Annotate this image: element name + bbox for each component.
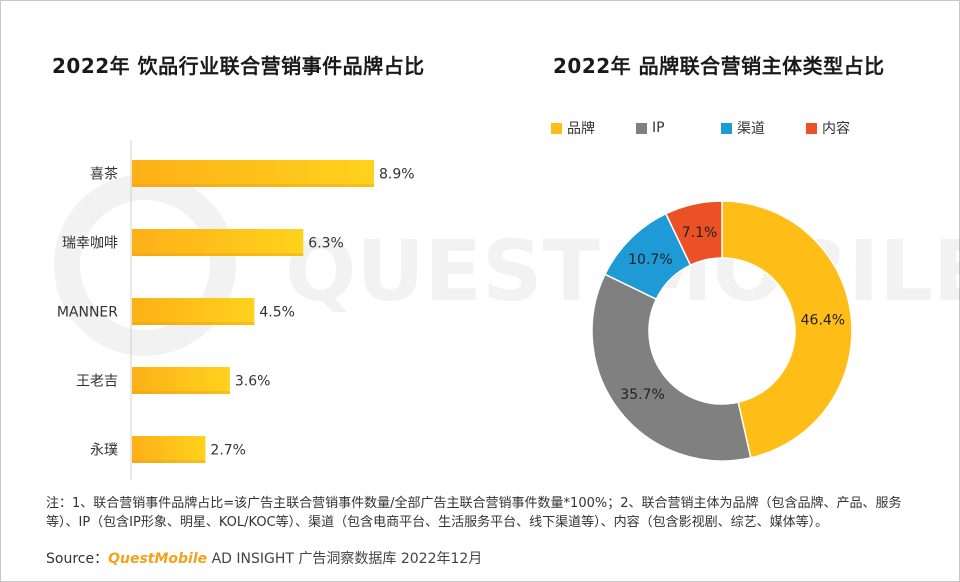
bar-shadow bbox=[132, 322, 255, 325]
legend-item-brand: 品牌 bbox=[551, 118, 636, 138]
bar-value-label: 4.5% bbox=[259, 305, 295, 321]
legend-swatch bbox=[551, 122, 562, 134]
legend-label: 渠道 bbox=[737, 121, 765, 137]
donut-value-label: 10.7% bbox=[628, 252, 672, 268]
donut-slice-4 bbox=[664, 200, 723, 267]
source-prefix: Source： bbox=[46, 551, 109, 567]
donut-value-label: 35.7% bbox=[620, 387, 664, 403]
donut-slice-1 bbox=[721, 200, 853, 459]
legend-swatch bbox=[806, 122, 817, 134]
footnote: 注：1、联合营销事件品牌占比=该广告主联合营销事件数量/全部广告主联合营销事件数… bbox=[46, 496, 902, 530]
source-line: Source：QuestMobile AD INSIGHT 广告洞察数据库 20… bbox=[46, 548, 482, 568]
donut-value-label: 7.1% bbox=[682, 225, 718, 241]
bar-2 bbox=[132, 229, 304, 256]
bar-chart-title: 2022年 饮品行业联合营销事件品牌占比 bbox=[52, 54, 425, 78]
donut-slice-2 bbox=[591, 273, 752, 462]
bar-category-label: 瑞幸咖啡 bbox=[62, 236, 118, 252]
bar-value-label: 6.3% bbox=[308, 236, 344, 252]
bar-shadow bbox=[132, 253, 304, 256]
legend-label: IP bbox=[652, 120, 665, 136]
bar-3 bbox=[132, 298, 255, 325]
legend-item-ip: IP bbox=[636, 118, 721, 138]
legend-item-content: 内容 bbox=[806, 118, 891, 138]
source-brand: QuestMobile bbox=[108, 551, 208, 567]
legend-label: 内容 bbox=[822, 121, 850, 137]
bar-shadow bbox=[132, 460, 206, 463]
donut-chart-title: 2022年 品牌联合营销主体类型占比 bbox=[553, 54, 885, 78]
bar-value-label: 3.6% bbox=[235, 374, 271, 390]
bar-5 bbox=[132, 436, 206, 463]
bar-shadow bbox=[132, 391, 230, 394]
bar-category-label: 永璞 bbox=[90, 443, 118, 459]
bar-shadow bbox=[132, 184, 374, 187]
bar-category-label: 喜茶 bbox=[90, 167, 118, 183]
legend-label: 品牌 bbox=[567, 121, 595, 137]
donut-value-label: 46.4% bbox=[801, 313, 845, 329]
bar-1 bbox=[132, 160, 374, 187]
bar-category-label: 王老吉 bbox=[76, 374, 118, 390]
legend-item-channel: 渠道 bbox=[721, 118, 806, 138]
source-text: AD INSIGHT 广告洞察数据库 2022年12月 bbox=[207, 551, 483, 567]
legend-swatch bbox=[636, 122, 647, 134]
bar-value-label: 2.7% bbox=[210, 443, 246, 459]
bar-category-label: MANNER bbox=[57, 305, 118, 321]
bar-4 bbox=[132, 367, 230, 394]
donut-legend: 品牌 IP 渠道 内容 bbox=[551, 118, 891, 138]
bar-value-label: 8.9% bbox=[379, 167, 415, 183]
legend-swatch bbox=[721, 122, 732, 134]
